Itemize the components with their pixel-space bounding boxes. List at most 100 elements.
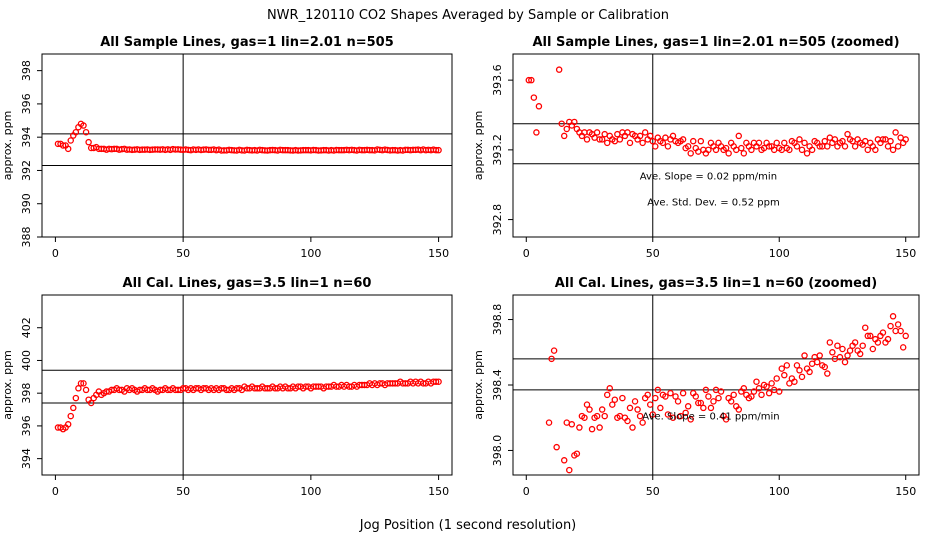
data-point bbox=[887, 322, 894, 330]
data-point bbox=[710, 398, 717, 405]
x-tick-label: 0 bbox=[52, 485, 59, 498]
data-point bbox=[755, 139, 763, 147]
data-point bbox=[735, 406, 743, 413]
data-point bbox=[571, 118, 578, 126]
data-point bbox=[816, 143, 823, 150]
y-tick-label: 400 bbox=[20, 350, 33, 371]
data-point bbox=[798, 146, 806, 154]
data-point bbox=[740, 150, 748, 157]
data-point bbox=[631, 398, 639, 405]
data-point bbox=[692, 393, 700, 400]
x-tick-label: 100 bbox=[300, 485, 321, 498]
data-point bbox=[824, 143, 831, 150]
data-point bbox=[598, 136, 606, 143]
data-point bbox=[738, 144, 745, 152]
data-point bbox=[781, 371, 788, 379]
data-point bbox=[816, 352, 823, 359]
data-point bbox=[558, 120, 565, 127]
data-point bbox=[619, 394, 626, 402]
data-point bbox=[894, 321, 902, 328]
data-point bbox=[839, 137, 846, 145]
data-point bbox=[596, 424, 603, 431]
data-point bbox=[624, 417, 631, 425]
y-tick-label: 392 bbox=[20, 160, 33, 181]
data-point bbox=[735, 132, 743, 140]
data-point bbox=[773, 139, 780, 147]
y-tick-label: 392.8 bbox=[491, 204, 504, 236]
data-point bbox=[773, 375, 780, 382]
data-point bbox=[808, 146, 816, 154]
data-point bbox=[748, 393, 755, 400]
data-point bbox=[636, 132, 644, 140]
data-point bbox=[864, 146, 872, 154]
data-point bbox=[851, 339, 859, 346]
y-tick-label: 402 bbox=[20, 317, 33, 338]
data-point bbox=[722, 144, 730, 152]
data-point bbox=[801, 352, 808, 359]
data-point bbox=[629, 424, 636, 431]
plot-frame bbox=[512, 53, 920, 238]
data-point bbox=[652, 143, 659, 150]
data-point bbox=[72, 394, 80, 402]
data-point bbox=[649, 411, 657, 418]
data-point bbox=[644, 391, 651, 399]
data-point bbox=[67, 412, 74, 420]
data-point bbox=[530, 94, 538, 101]
data-point bbox=[841, 143, 849, 150]
data-point bbox=[740, 385, 748, 392]
data-point bbox=[867, 332, 874, 340]
data-point bbox=[899, 344, 907, 351]
data-point bbox=[664, 143, 672, 150]
data-point bbox=[533, 129, 540, 136]
data-point bbox=[750, 388, 758, 395]
data-point bbox=[707, 404, 715, 412]
data-point bbox=[801, 139, 808, 147]
data-point bbox=[674, 398, 682, 405]
data-point bbox=[626, 139, 634, 147]
data-point bbox=[593, 412, 601, 420]
data-point bbox=[664, 411, 672, 418]
data-point bbox=[603, 391, 611, 399]
data-point bbox=[874, 339, 882, 346]
data-point bbox=[859, 342, 866, 349]
data-point bbox=[697, 137, 705, 145]
data-point bbox=[662, 393, 669, 400]
data-point bbox=[586, 406, 593, 413]
data-point bbox=[75, 385, 82, 392]
y-tick-label: 394 bbox=[20, 127, 33, 148]
data-point bbox=[576, 424, 583, 431]
data-point bbox=[824, 370, 831, 377]
plot-frame bbox=[512, 294, 920, 476]
panel-title: All Cal. Lines, gas=3.5 lin=1 n=60 bbox=[123, 276, 372, 291]
y-tick-label: 388 bbox=[20, 227, 33, 248]
data-point bbox=[593, 129, 601, 136]
data-point bbox=[765, 389, 773, 397]
data-point bbox=[700, 404, 707, 412]
data-point bbox=[826, 339, 834, 346]
data-point bbox=[553, 443, 560, 451]
y-axis-label: approx. ppm bbox=[472, 350, 485, 420]
data-point bbox=[77, 380, 85, 387]
data-point bbox=[775, 388, 783, 395]
data-point bbox=[697, 399, 705, 407]
data-point bbox=[869, 345, 877, 353]
data-point bbox=[763, 383, 770, 390]
data-point bbox=[435, 378, 442, 385]
y-axis-label: approx. ppm bbox=[1, 350, 14, 420]
data-point bbox=[59, 142, 67, 149]
data-point bbox=[765, 143, 773, 150]
data-point bbox=[778, 365, 786, 372]
x-tick-label: 150 bbox=[428, 485, 449, 498]
data-point bbox=[897, 327, 904, 335]
data-point bbox=[755, 385, 763, 392]
data-point bbox=[667, 389, 674, 397]
x-tick-label: 50 bbox=[646, 485, 660, 498]
data-point bbox=[894, 143, 902, 150]
data-point bbox=[884, 143, 892, 150]
data-point bbox=[85, 138, 92, 146]
y-tick-label: 393.6 bbox=[491, 64, 504, 96]
data-point bbox=[80, 380, 87, 387]
y-tick-label: 396 bbox=[20, 93, 33, 114]
data-point bbox=[560, 457, 568, 464]
